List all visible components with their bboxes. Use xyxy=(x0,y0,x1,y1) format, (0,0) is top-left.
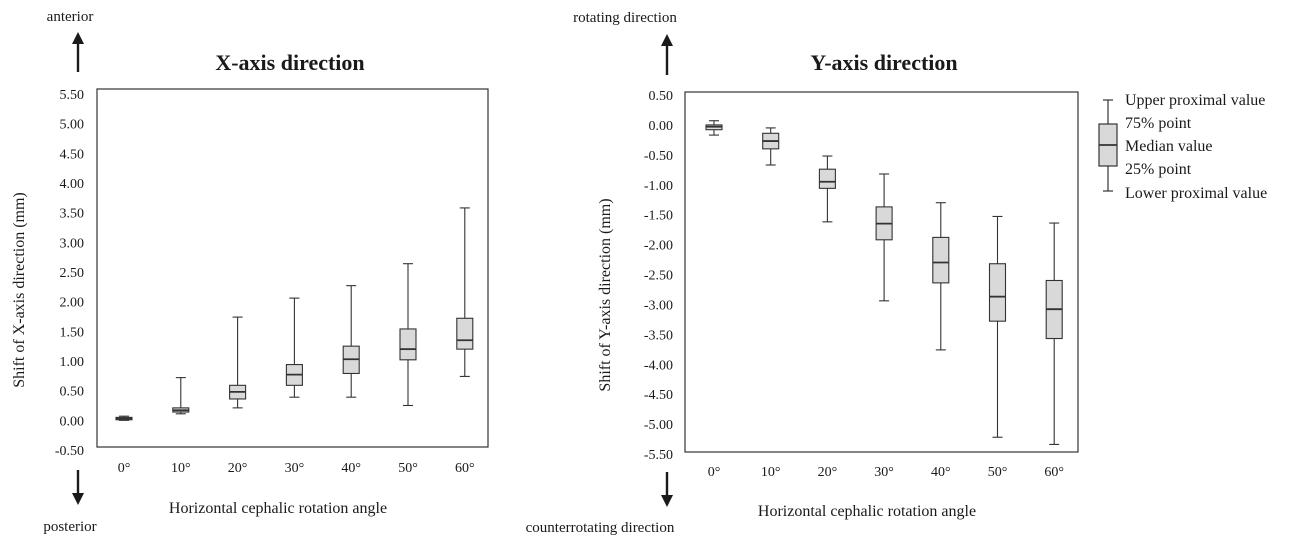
y-box-6 xyxy=(1045,222,1063,445)
x-x-tick-labels: 0° 10° 20° 30° 40° 50° 60° xyxy=(118,461,475,476)
x-x-tick-label: 50° xyxy=(398,461,418,476)
x-y-tick-label: 2.00 xyxy=(60,296,85,311)
x-x-tick-label: 40° xyxy=(341,461,361,476)
x-box-1 xyxy=(172,377,190,415)
x-chart-ylabel: Shift of X-axis direction (mm) xyxy=(11,192,28,388)
x-x-tick-label: 30° xyxy=(285,461,305,476)
x-y-tick-label: 5.00 xyxy=(60,118,85,133)
y-box-0 xyxy=(705,120,723,136)
y-x-tick-label: 10° xyxy=(761,465,781,480)
x-box-4 xyxy=(342,285,360,398)
x-chart-title: X-axis direction xyxy=(215,50,364,75)
y-y-tick-label: 0.00 xyxy=(649,119,674,134)
y-x-tick-labels: 0° 10° 20° 30° 40° 50° 60° xyxy=(708,465,1064,480)
x-y-tick-label: 2.50 xyxy=(60,266,85,281)
y-y-tick-label: -2.00 xyxy=(644,239,673,254)
x-x-tick-label: 20° xyxy=(228,461,248,476)
x-box-2 xyxy=(229,316,247,409)
legend-median: Median value xyxy=(1125,138,1213,155)
y-box-4 xyxy=(932,202,950,351)
x-box-3 xyxy=(285,297,303,398)
legend-lower-proximal: Lower proximal value xyxy=(1125,185,1267,202)
legend-box-glyph xyxy=(1098,99,1118,192)
rotating-direction-label: rotating direction xyxy=(573,10,677,26)
counterrotating-direction-label: counterrotating direction xyxy=(526,520,675,536)
legend: Upper proximal value 75% point Median va… xyxy=(1098,92,1267,202)
y-y-tick-label: -5.50 xyxy=(644,448,673,463)
iqr-box xyxy=(399,328,417,361)
x-y-tick-label: 3.50 xyxy=(60,207,85,222)
down-arrow-icon xyxy=(72,470,84,505)
y-x-tick-label: 50° xyxy=(988,465,1008,480)
y-x-tick-label: 0° xyxy=(708,465,721,480)
up-arrow-icon xyxy=(661,34,673,75)
iqr-box xyxy=(988,263,1007,322)
x-y-tick-label: 1.50 xyxy=(60,325,85,340)
x-box-6 xyxy=(456,207,474,377)
y-y-tick-labels: 0.50 0.00 -0.50 -1.00 -1.50 -2.00 -2.50 -3.00 -3… xyxy=(644,89,673,463)
legend-25-point: 25% point xyxy=(1125,161,1192,178)
y-y-tick-label: 0.50 xyxy=(649,89,674,104)
y-axis-direction-chart: rotating direction Y-axis direction 0.50… xyxy=(526,10,1079,536)
iqr-box xyxy=(932,236,950,284)
up-arrow-icon xyxy=(72,32,84,72)
y-y-tick-label: -5.00 xyxy=(644,418,673,433)
x-box-0 xyxy=(115,415,133,421)
x-y-tick-label: 4.00 xyxy=(60,177,85,192)
x-x-tick-label: 0° xyxy=(118,461,131,476)
y-y-tick-label: -3.00 xyxy=(644,298,673,313)
x-y-tick-label: 1.00 xyxy=(60,355,85,370)
legend-75-point: 75% point xyxy=(1125,115,1192,132)
y-box-2 xyxy=(818,155,836,223)
x-y-tick-label: 5.50 xyxy=(60,88,85,103)
x-chart-xlabel: Horizontal cephalic rotation angle xyxy=(169,500,387,517)
y-y-tick-label: -4.00 xyxy=(644,358,673,373)
iqr-box xyxy=(818,168,836,189)
y-box-1 xyxy=(762,127,780,166)
y-y-tick-label: -0.50 xyxy=(644,149,673,164)
legend-upper-proximal: Upper proximal value xyxy=(1125,92,1265,109)
y-chart-ylabel: Shift of Y-axis direction (mm) xyxy=(597,198,614,391)
y-y-tick-label: -2.50 xyxy=(644,269,673,284)
x-boxes xyxy=(115,207,474,421)
y-boxes xyxy=(705,120,1063,445)
x-axis-direction-chart: anterior X-axis direction 5.50 5.00 4.50 4.… xyxy=(11,9,489,535)
x-y-tick-labels: 5.50 5.00 4.50 4.00 3.50 3.00 2.50 2.00 1.50 1.00… xyxy=(55,88,84,459)
x-y-tick-label: 0.50 xyxy=(60,385,85,400)
down-arrow-icon xyxy=(661,472,673,507)
iqr-box xyxy=(456,317,474,350)
x-y-tick-label: 3.00 xyxy=(60,236,85,251)
posterior-label: posterior xyxy=(43,519,96,535)
y-y-tick-label: -4.50 xyxy=(644,388,673,403)
y-x-tick-label: 40° xyxy=(931,465,951,480)
y-box-5 xyxy=(988,215,1007,438)
y-y-tick-label: -1.00 xyxy=(644,179,673,194)
y-box-3 xyxy=(875,173,893,302)
x-x-tick-label: 60° xyxy=(455,461,475,476)
y-x-tick-label: 60° xyxy=(1044,465,1064,480)
anterior-label: anterior xyxy=(47,9,94,25)
y-y-tick-label: -1.50 xyxy=(644,209,673,224)
y-x-tick-label: 20° xyxy=(818,465,838,480)
x-y-tick-label: -0.50 xyxy=(55,444,84,459)
y-plot-frame xyxy=(684,91,1079,453)
y-x-tick-label: 30° xyxy=(874,465,894,480)
x-x-tick-label: 10° xyxy=(171,461,191,476)
x-plot-frame xyxy=(96,88,489,448)
y-y-tick-label: -3.50 xyxy=(644,328,673,343)
y-chart-title: Y-axis direction xyxy=(810,50,957,75)
x-box-5 xyxy=(399,263,417,407)
x-y-tick-label: 4.50 xyxy=(60,147,85,162)
y-chart-xlabel: Horizontal cephalic rotation angle xyxy=(758,503,976,520)
x-y-tick-label: 0.00 xyxy=(60,414,85,429)
